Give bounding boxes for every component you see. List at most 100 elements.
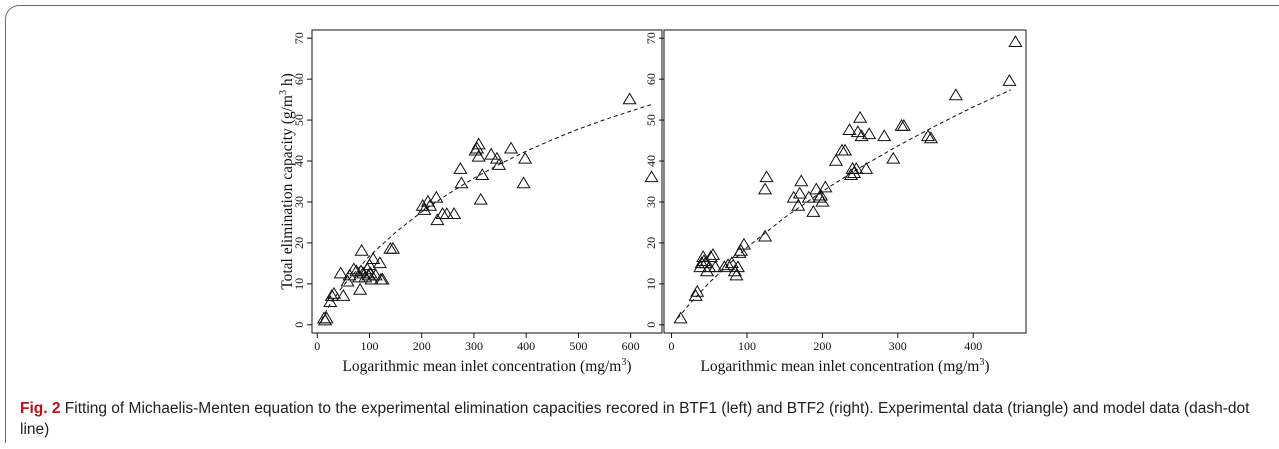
x-tick-label: 200 [413, 339, 431, 353]
x-tick-label: 400 [964, 339, 982, 353]
data-point [453, 162, 468, 174]
data-point [792, 186, 807, 199]
data-point [703, 250, 718, 262]
data-point [759, 170, 774, 183]
plot-frame [663, 29, 1027, 334]
data-point [326, 286, 342, 299]
y-tick-label: 50 [292, 114, 306, 126]
data-point [422, 198, 438, 211]
data-point [818, 180, 833, 193]
y-tick-label: 40 [292, 155, 306, 167]
data-point [366, 252, 381, 264]
y-tick-label: 0 [292, 322, 306, 328]
data-point [733, 243, 749, 256]
x-tick-label: 0 [669, 339, 675, 353]
x-axis-label-end: ) [984, 358, 989, 375]
data-point [415, 198, 430, 211]
data-point [439, 207, 454, 219]
x-tick-label: 500 [569, 339, 587, 353]
data-point [815, 194, 830, 207]
data-point [806, 205, 821, 217]
data-point [324, 288, 339, 301]
data-point [837, 143, 853, 156]
model-fit-line [677, 89, 1012, 319]
x-axis-label-main: Logarithmic mean inlet concentration (mg… [342, 358, 621, 375]
data-point [323, 295, 338, 307]
x-axis-label: Logarithmic mean inlet concentration (mg… [342, 357, 631, 375]
data-point [484, 147, 499, 160]
data-point [354, 243, 369, 256]
data-point [843, 168, 859, 181]
data-point [729, 268, 744, 281]
data-point [375, 272, 390, 285]
data-point [364, 272, 379, 285]
data-point [473, 192, 488, 205]
plot-frame [311, 29, 663, 334]
data-point [853, 110, 868, 123]
data-point [673, 311, 688, 324]
data-point [923, 131, 939, 144]
data-point [644, 170, 659, 183]
x-axis-label-main: Logarithmic mean inlet concentration (mg… [700, 358, 979, 375]
data-point [435, 207, 450, 219]
data-point [361, 268, 376, 281]
y-tick-label: 60 [292, 73, 306, 85]
data-point [859, 162, 874, 174]
x-axis-label: Logarithmic mean inlet concentration (mg… [700, 357, 989, 375]
data-point [693, 260, 708, 273]
data-point [828, 153, 844, 166]
data-point [736, 237, 752, 250]
x-tick-label: 0 [314, 339, 320, 353]
x-axis-label-sup: 3 [621, 357, 626, 368]
data-point [333, 266, 348, 279]
x-tick-label: 100 [360, 339, 378, 353]
data-point [877, 129, 892, 142]
data-point [757, 182, 773, 195]
data-point [862, 127, 877, 140]
y-tick-label: 70 [292, 32, 306, 44]
data-point [1002, 74, 1017, 86]
data-point [340, 274, 355, 287]
y-tick-label: 20 [292, 237, 306, 249]
data-point [385, 241, 401, 254]
data-point [622, 92, 637, 105]
y-tick-label: 10 [292, 278, 306, 290]
x-tick-label: 600 [622, 339, 640, 353]
data-point [368, 268, 383, 281]
data-point [429, 190, 444, 203]
data-point [786, 190, 801, 203]
data-point [1008, 35, 1023, 47]
y-axis-label: Total elimination capacity (g/m3 h) [278, 73, 296, 290]
data-point [417, 202, 432, 215]
model-fit-line [320, 104, 652, 321]
data-point [705, 248, 721, 260]
y-axis-label-end: h) [279, 73, 296, 90]
y-tick-label: 20 [644, 237, 658, 249]
x-axis-label-end: ) [626, 358, 631, 375]
y-tick-label: 30 [292, 196, 306, 208]
data-point [894, 119, 909, 131]
data-point [724, 256, 739, 269]
data-point [690, 284, 705, 297]
data-point [475, 168, 490, 181]
data-point [352, 282, 368, 295]
x-tick-label: 200 [813, 339, 831, 353]
data-point [721, 258, 736, 271]
data-point [849, 162, 864, 174]
data-point [757, 229, 773, 242]
data-point [430, 213, 445, 226]
data-point [842, 123, 857, 136]
chart-panel-right: 0 100 200 300 400 0 10 20 30 40 50 60 70 Logarithmic … [644, 29, 1027, 375]
data-point [372, 256, 387, 269]
figure-frame [5, 5, 1279, 443]
x-tick-label: 300 [889, 339, 907, 353]
caption-text: Fitting of Michaelis-Menten equation to … [20, 400, 1250, 438]
data-point [516, 176, 531, 189]
data-point [471, 137, 486, 150]
data-point [809, 182, 824, 195]
data-point [886, 151, 901, 164]
y-tick-label: 60 [644, 73, 658, 85]
data-point [447, 207, 462, 219]
y-tick-label: 50 [644, 114, 658, 126]
y-axis-label-sup: 3 [278, 90, 289, 95]
